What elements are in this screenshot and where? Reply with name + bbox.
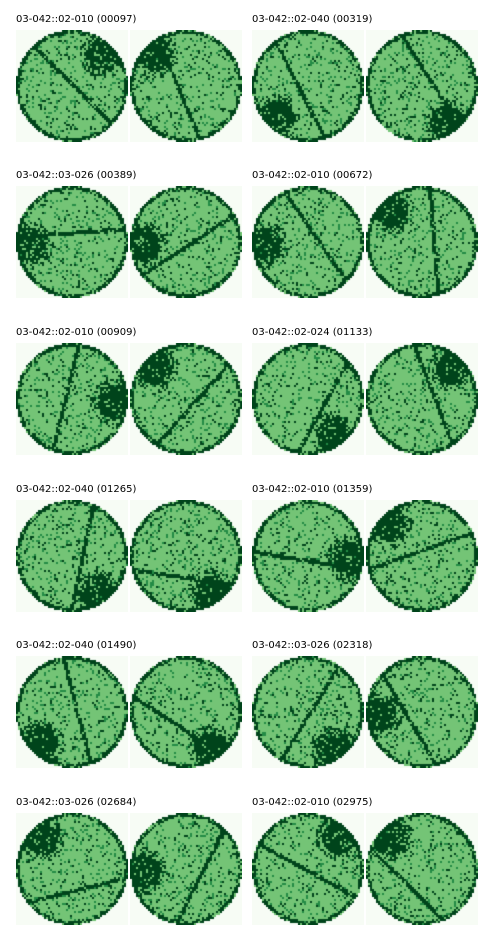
grid-image-right [130, 813, 242, 925]
grid-image-left [16, 343, 128, 455]
panel-6: 03-042::02-024 (01133) [252, 327, 480, 457]
grid-image-left [252, 500, 364, 612]
grid-image-left [252, 813, 364, 925]
grid-image-left [16, 186, 128, 298]
image-pair [16, 343, 242, 455]
image-pair [252, 343, 478, 455]
panel-title: 03-042::03-026 (02684) [16, 797, 137, 808]
image-pair [16, 186, 242, 298]
panel-9: 03-042::02-040 (01490) [16, 640, 244, 770]
grid-image-right [130, 186, 242, 298]
panel-title: 03-042::02-010 (01359) [252, 484, 373, 495]
grid-image-left [16, 656, 128, 768]
grid-image-left [16, 500, 128, 612]
image-pair [252, 500, 478, 612]
grid-image-left [252, 656, 364, 768]
grid-image-right [130, 500, 242, 612]
image-pair [16, 813, 242, 925]
panel-title: 03-042::02-024 (01133) [252, 327, 373, 338]
panel-4: 03-042::02-010 (00672) [252, 170, 480, 300]
image-pair [16, 656, 242, 768]
image-pair [16, 30, 242, 142]
panel-8: 03-042::02-010 (01359) [252, 484, 480, 614]
image-pair [252, 186, 478, 298]
image-pair [252, 30, 478, 142]
grid-image-right [130, 343, 242, 455]
panel-2: 03-042::02-040 (00319) [252, 14, 480, 144]
grid-image-left [252, 30, 364, 142]
grid-image-left [16, 30, 128, 142]
grid-image-left [252, 186, 364, 298]
grid-image-right [130, 656, 242, 768]
image-pair [252, 813, 478, 925]
panel-5: 03-042::02-010 (00909) [16, 327, 244, 457]
panel-10: 03-042::03-026 (02318) [252, 640, 480, 770]
grid-image-right [366, 500, 478, 612]
image-pair [16, 500, 242, 612]
grid-image-left [252, 343, 364, 455]
panel-3: 03-042::03-026 (00389) [16, 170, 244, 300]
panel-title: 03-042::02-040 (01265) [16, 484, 137, 495]
grid-image-right [366, 813, 478, 925]
grid-image-right [130, 30, 242, 142]
panel-title: 03-042::03-026 (00389) [16, 170, 137, 181]
panel-12: 03-042::02-010 (02975) [252, 797, 480, 927]
panel-title: 03-042::02-040 (01490) [16, 640, 137, 651]
grid-image-right [366, 343, 478, 455]
panel-11: 03-042::03-026 (02684) [16, 797, 244, 927]
grid-image-right [366, 656, 478, 768]
panel-title: 03-042::02-010 (00097) [16, 14, 137, 25]
panel-title: 03-042::02-010 (00672) [252, 170, 373, 181]
panel-title: 03-042::03-026 (02318) [252, 640, 373, 651]
grid-image-left [16, 813, 128, 925]
panel-title: 03-042::02-010 (00909) [16, 327, 137, 338]
grid-image-right [366, 30, 478, 142]
grid-image-right [366, 186, 478, 298]
panel-1: 03-042::02-010 (00097) [16, 14, 244, 144]
panel-title: 03-042::02-010 (02975) [252, 797, 373, 808]
panel-7: 03-042::02-040 (01265) [16, 484, 244, 614]
image-pair [252, 656, 478, 768]
panel-title: 03-042::02-040 (00319) [252, 14, 373, 25]
